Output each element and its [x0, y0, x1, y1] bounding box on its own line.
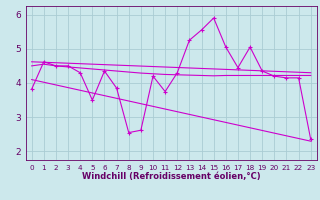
- X-axis label: Windchill (Refroidissement éolien,°C): Windchill (Refroidissement éolien,°C): [82, 172, 260, 181]
